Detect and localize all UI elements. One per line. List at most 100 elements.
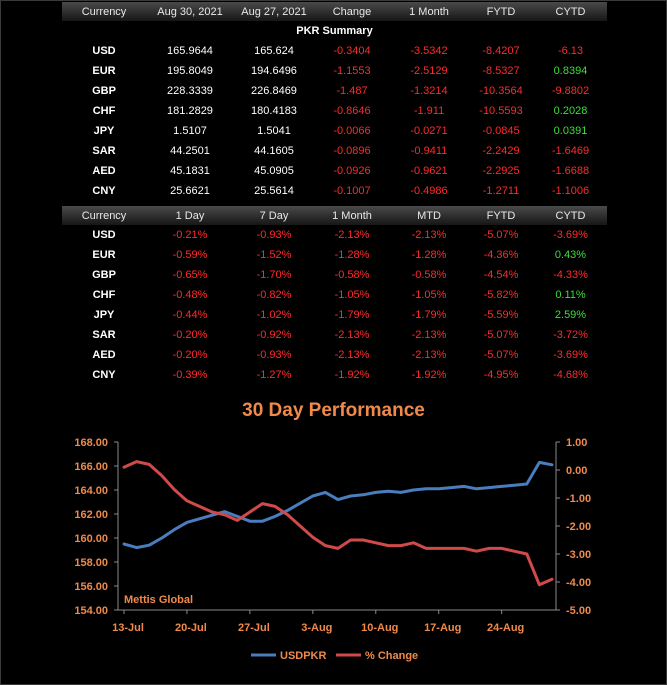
usdpkr-series-line [122,460,554,550]
column-header: Aug 27, 2021 [234,2,314,21]
table-row: JPY -0.44% -1.02% -1.79% -1.79% -5.59% 2.59% [62,305,607,325]
table-row: USD 165.9644 165.624 -0.3404 -3.5342 -8.4207 -… [62,41,607,61]
table-cell: -1.92% [334,369,370,381]
table-cell: 228.3339 [167,85,213,97]
table-row: JPY 1.5107 1.5041 -0.0066 -0.0271 -0.0845 0.03… [62,121,607,141]
currency-code: JPY [93,309,115,321]
table-cell: -4.36% [483,249,519,261]
table-cell: -1.911 [413,105,445,117]
table-row: CHF 181.2829 180.4183 -0.8646 -1.911 -10.5593… [62,101,607,121]
table-cell: -0.92% [256,329,292,341]
table-cell: -0.1007 [333,185,371,197]
y-right-tick-label: 0.00 [566,465,587,477]
table-row: GBP 228.3339 226.8469 -1.487 -1.3214 -10.3564… [62,81,607,101]
currency-code: AED [92,165,116,177]
table-cell: -1.05% [334,289,370,301]
table-cell: -4.68% [553,369,588,381]
table-cell: 25.5614 [254,185,294,197]
y-right-tick-label: -4.00 [566,577,591,589]
performance-line-chart: 154.00 156.00 158.00 160.00 162.00 164.00 166.… [74,437,591,662]
table-cell: 0.2028 [553,105,588,117]
column-header: MTD [390,206,468,225]
table-cell: -6.13 [557,45,584,57]
currency-code: EUR [92,65,116,77]
table-cell: -1.28% [411,249,447,261]
x-tick-label: 3-Aug [301,622,332,634]
table-cell: -0.58% [411,269,447,281]
table-cell: -1.487 [336,85,368,97]
table-cell: 2.59% [554,309,587,321]
table-row: EUR -0.59% -1.52% -1.28% -1.28% -4.36% 0.43% [62,245,607,265]
y-left-tick-label: 158.00 [74,557,108,569]
pkr-percent-change-table: Currency 1 Day 7 Day 1 Month MTD FYTD CYTD USD… [62,206,607,385]
y-left-tick-label: 164.00 [74,485,108,497]
y-left-tick-label: 166.00 [74,461,108,473]
table-cell: 226.8469 [251,85,297,97]
table-cell: -1.6688 [551,165,590,177]
currency-code: SAR [92,329,116,341]
table-cell: -3.69% [553,229,588,241]
column-header: Aug 30, 2021 [146,2,234,21]
table-title: PKR Summary [296,25,373,37]
table-cell: -2.13% [334,329,370,341]
table-cell: -4.95% [483,369,519,381]
table-cell: 44.1605 [254,145,294,157]
table-cell: -3.5342 [410,45,448,57]
table-cell: 0.8394 [553,65,588,77]
table-cell: -1.05% [411,289,447,301]
table-cell: -2.13% [334,349,370,361]
y-right-tick-label: 1.00 [566,437,587,449]
table-cell: -0.93% [256,349,292,361]
table-row: GBP -0.65% -1.70% -0.58% -0.58% -4.54% -4.33% [62,265,607,285]
table-cell: -0.21% [172,229,208,241]
table-row: CNY 25.6621 25.5614 -0.1007 -0.4986 -1.2711 -1… [62,181,607,201]
table-cell: -9.8802 [551,85,590,97]
table-cell: -0.59% [172,249,208,261]
table-cell: -2.5129 [410,65,448,77]
table-cell: -1.6469 [551,145,590,157]
table-cell: 44.2501 [170,145,210,157]
column-header: 1 Day [146,206,234,225]
column-header: Currency [62,206,146,225]
table-cell: -0.82% [256,289,292,301]
table-cell: 194.6496 [251,65,297,77]
x-tick-label: 27-Jul [238,622,270,634]
column-header: Currency [62,2,146,21]
table-cell: 45.0905 [254,165,294,177]
currency-code: SAR [92,145,116,157]
currency-code: GBP [92,269,116,281]
table-cell: -0.39% [172,369,208,381]
table-cell: -3.69% [553,349,588,361]
legend-label-usdpkr: USDPKR [280,650,327,662]
table-cell: -0.48% [172,289,208,301]
table-cell: -1.1553 [333,65,371,77]
table-cell: 25.6621 [170,185,210,197]
x-tick-label: 20-Jul [175,622,207,634]
table-cell: -2.2429 [482,145,520,157]
table-cell: -5.82% [483,289,519,301]
table-row: CNY -0.39% -1.27% -1.92% -1.92% -4.95% -4.68% [62,365,607,385]
table-cell: 0.11% [555,289,586,301]
table-cell: -0.0066 [333,125,371,137]
table-cell: -1.3214 [410,85,448,97]
y-right-tick-label: -3.00 [566,549,591,561]
column-header: 7 Day [234,206,314,225]
y-left-tick-label: 156.00 [74,581,108,593]
column-header: CYTD [534,206,607,225]
y-left-tick-label: 162.00 [74,509,108,521]
currency-code: USD [92,229,116,241]
table-cell: -0.0896 [333,145,371,157]
table-cell: -0.9411 [410,145,448,157]
table-cell: 45.1831 [170,165,210,177]
table-cell: -5.07% [483,329,519,341]
pkr-summary-table: PKR Summary Currency Aug 30, 2021 Aug 27, … [62,2,607,201]
currency-code: GBP [92,85,116,97]
table-cell: -1.52% [256,249,292,261]
y-left-tick-label: 168.00 [74,437,108,449]
table-cell: -0.0926 [333,165,371,177]
table-cell: 0.0391 [553,125,588,137]
table-cell: -3.72% [553,329,588,341]
table-cell: -5.59% [483,309,519,321]
table-cell: -8.4207 [482,45,520,57]
chart-title: 30 Day Performance [242,400,425,421]
